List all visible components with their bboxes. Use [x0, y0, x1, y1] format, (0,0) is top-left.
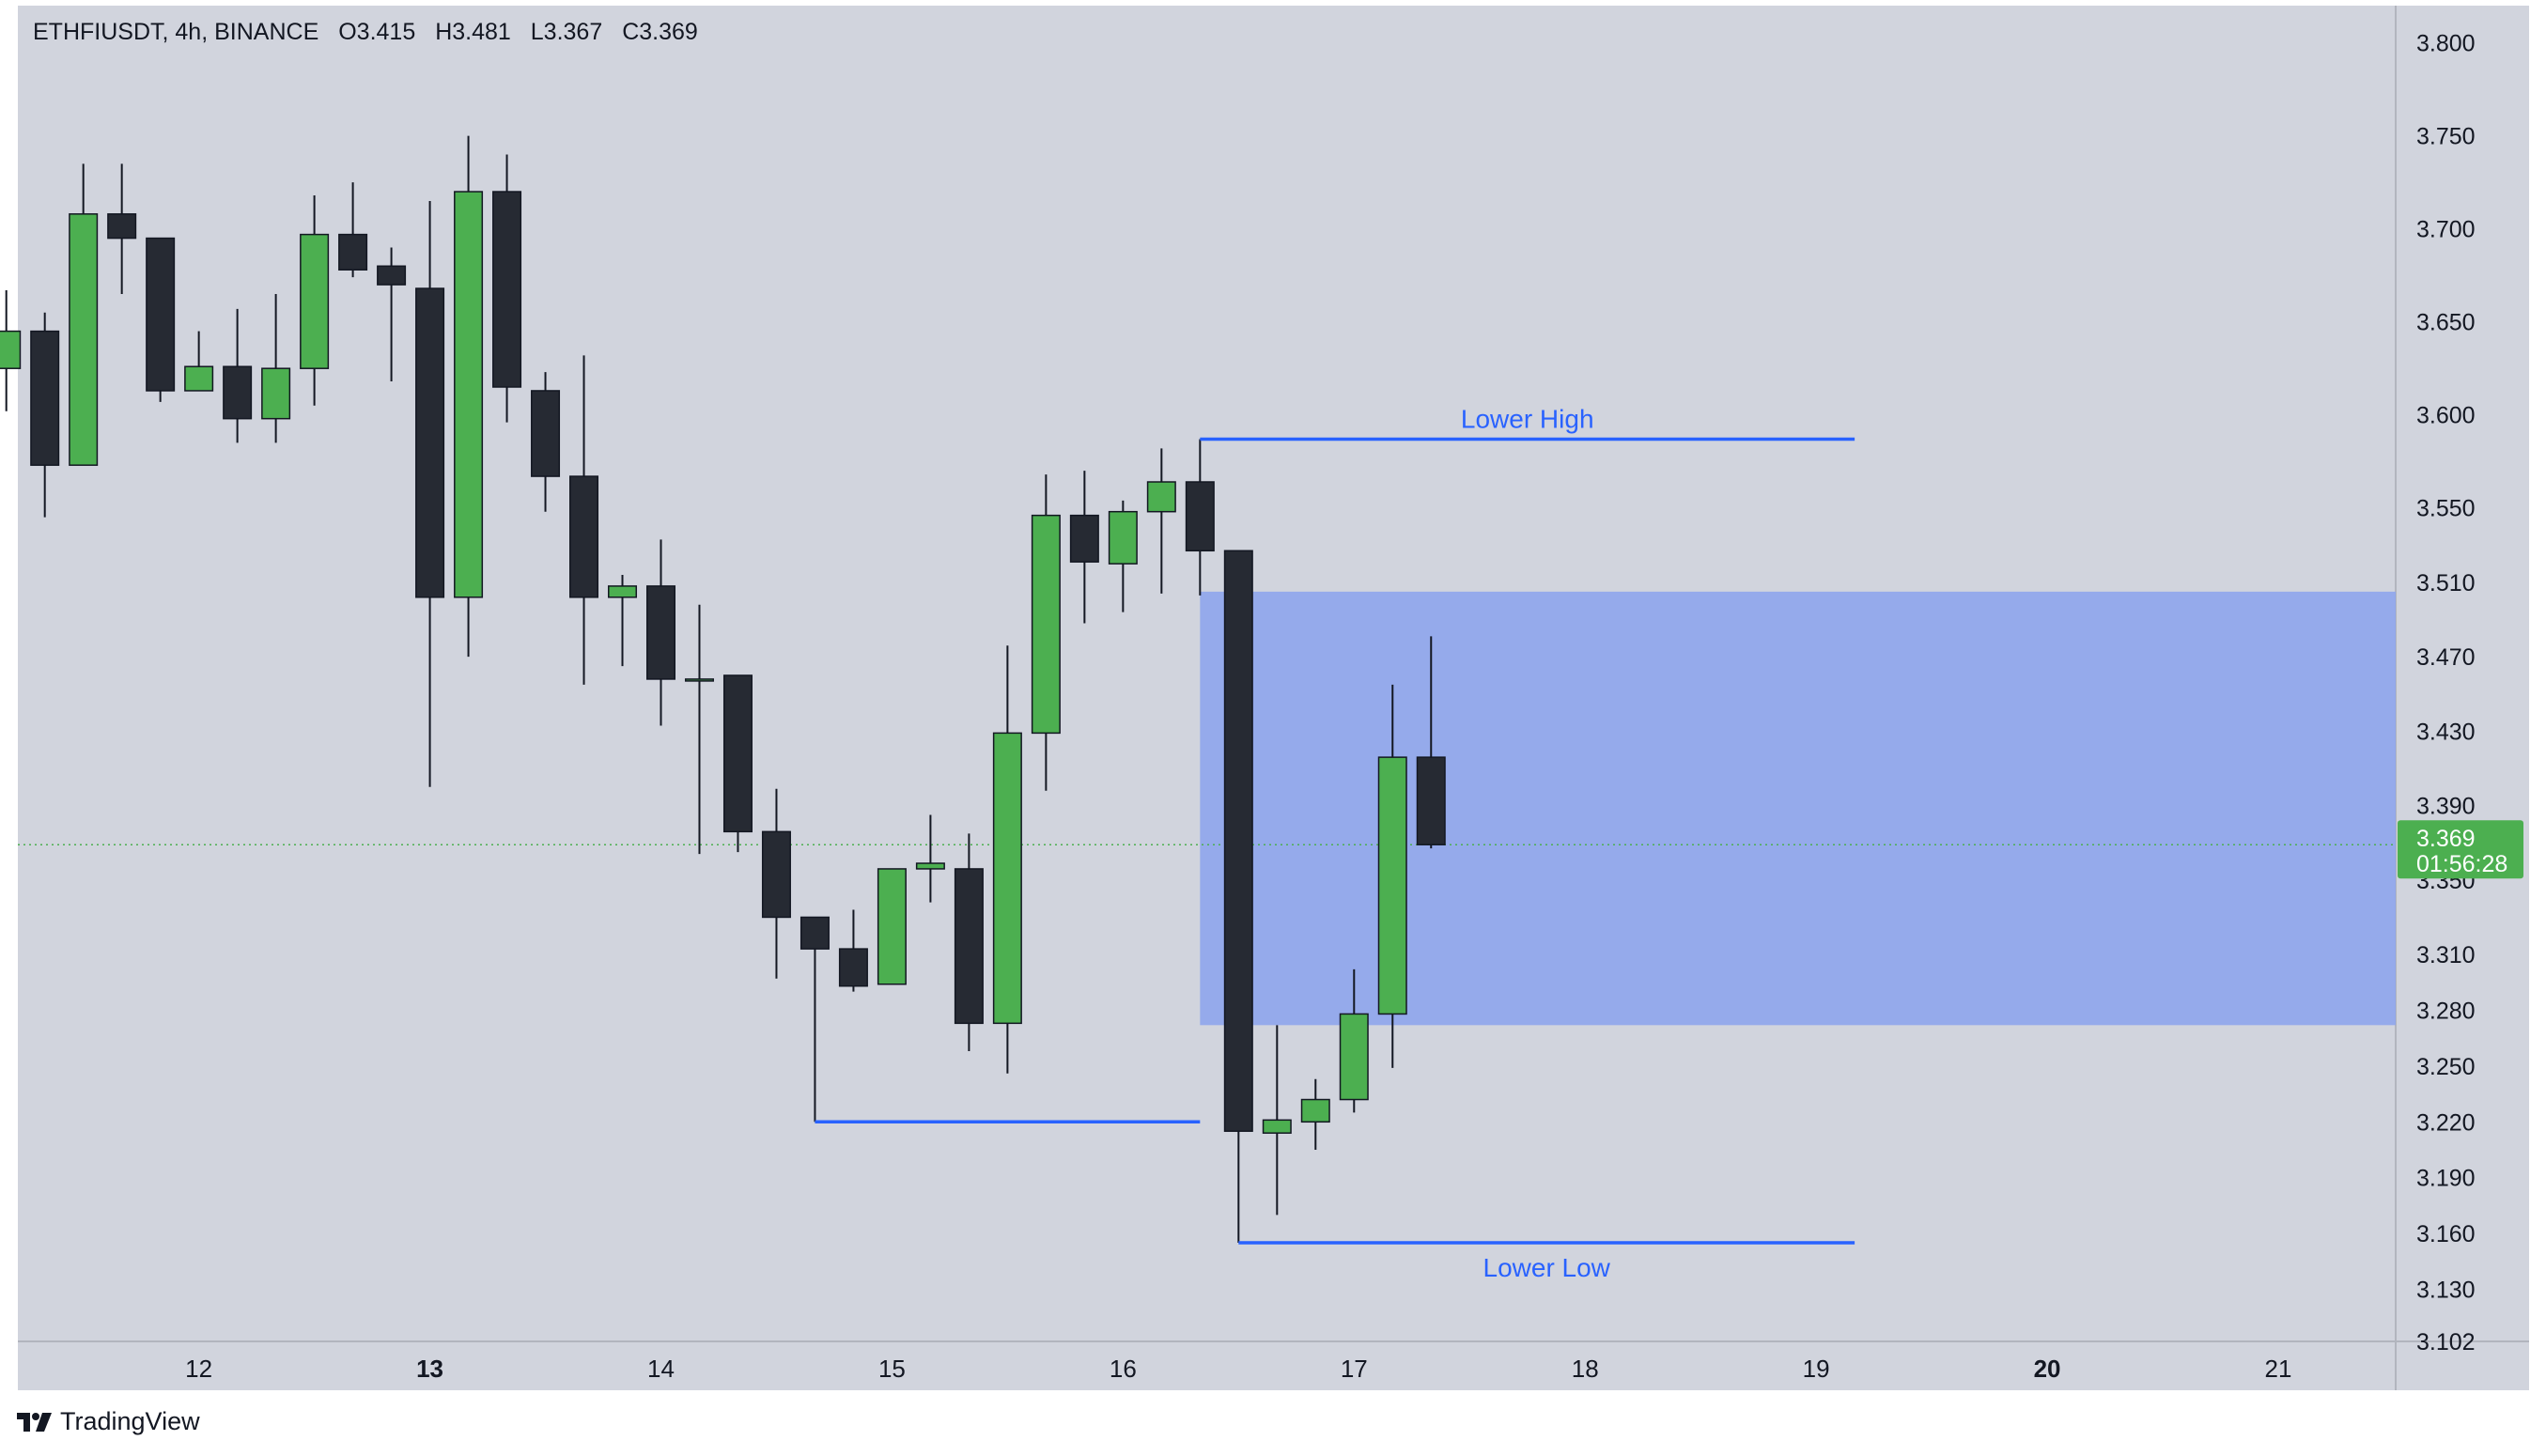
brand-name: TradingView [60, 1407, 200, 1435]
candle-body[interactable] [531, 390, 561, 477]
candle-body[interactable] [1223, 550, 1253, 1132]
candle-body[interactable] [223, 365, 253, 420]
price-tick-label: 3.510 [2416, 570, 2476, 596]
candle-body[interactable] [146, 237, 176, 392]
exchange: BINANCE [214, 19, 319, 45]
price-tick-label: 3.700 [2416, 217, 2476, 243]
price-tick-label: 3.390 [2416, 794, 2476, 820]
candle-body[interactable] [645, 585, 676, 680]
candle-body[interactable] [415, 287, 445, 598]
candle-body[interactable] [992, 732, 1022, 1025]
candle-body[interactable] [1069, 514, 1099, 563]
candle-body[interactable] [800, 916, 830, 950]
lower-low-label: Lower Low [1483, 1253, 1611, 1282]
candle-body[interactable] [261, 367, 291, 420]
candle-body[interactable] [838, 948, 868, 987]
candle-body[interactable] [1262, 1119, 1292, 1134]
candle-body[interactable] [1377, 756, 1407, 1015]
lower-high-label: Lower High [1461, 404, 1594, 433]
candle-body[interactable] [1416, 756, 1446, 845]
symbol-legend: ETHFIUSDT, 4h, BINANCE O3.415 H3.481 L3.… [33, 19, 698, 45]
price-tick-label: 3.650 [2416, 310, 2476, 336]
price-tick-label: 3.430 [2416, 719, 2476, 745]
time-tick-label: 12 [185, 1355, 212, 1383]
candle-body[interactable] [184, 365, 214, 392]
candle-body[interactable] [300, 233, 330, 369]
price-tick-label: 3.220 [2416, 1109, 2476, 1136]
candle-body[interactable] [30, 330, 60, 466]
price-tick-label: 3.190 [2416, 1166, 2476, 1192]
candle-body[interactable] [915, 862, 945, 870]
ohlc-low: L3.367 [530, 19, 603, 45]
time-tick-label: 19 [1803, 1355, 1830, 1383]
price-tick-label: 3.102 [2416, 1329, 2476, 1355]
candle-body[interactable] [684, 678, 714, 682]
candle-body[interactable] [954, 868, 984, 1025]
price-tag-value: 3.369 [2416, 826, 2476, 852]
candle-body[interactable] [1185, 481, 1215, 552]
price-tick-label: 3.160 [2416, 1221, 2476, 1247]
tradingview-brand[interactable]: TradingView [17, 1407, 200, 1436]
candle-body[interactable] [1300, 1098, 1330, 1123]
candle-body[interactable] [569, 475, 599, 598]
ohlc-close: C3.369 [622, 19, 698, 45]
candle-body[interactable] [492, 191, 522, 388]
candle-body[interactable] [338, 233, 368, 271]
candlestick-chart[interactable]: Lower High Lower Low 3.800 3.750 3.700 3.650 3… [0, 0, 2546, 1400]
ohlc-open: O3.415 [338, 19, 416, 45]
price-tick-label: 3.750 [2416, 124, 2476, 150]
candle-body[interactable] [877, 868, 907, 985]
symbol-name[interactable]: ETHFIUSDT [33, 19, 163, 45]
price-tick-label: 3.470 [2416, 644, 2476, 671]
time-tick-label: 15 [878, 1355, 906, 1383]
ohlc-high: H3.481 [435, 19, 511, 45]
candle-body[interactable] [1339, 1013, 1369, 1101]
candle-body[interactable] [377, 265, 407, 286]
price-tag [2398, 820, 2523, 879]
price-tick-label: 3.800 [2416, 31, 2476, 57]
candle-body[interactable] [761, 830, 791, 919]
time-tick-label: 17 [1341, 1355, 1368, 1383]
time-tick-label: 18 [1572, 1355, 1599, 1383]
price-tick-label: 3.310 [2416, 942, 2476, 968]
price-tag-countdown: 01:56:28 [2416, 851, 2507, 877]
tradingview-logo-icon [17, 1412, 52, 1432]
chart-area[interactable]: Lower High Lower Low 3.800 3.750 3.700 3.650 3… [0, 0, 2546, 1400]
interval[interactable]: 4h [175, 19, 202, 45]
candle-body[interactable] [1108, 510, 1138, 565]
candle-body[interactable] [1146, 481, 1176, 513]
price-tick-label: 3.600 [2416, 403, 2476, 429]
time-tick-label: 20 [2034, 1355, 2061, 1383]
time-tick-label: 21 [2265, 1355, 2292, 1383]
price-tick-label: 3.550 [2416, 496, 2476, 522]
candle-body[interactable] [1031, 514, 1061, 735]
price-tick-label: 3.250 [2416, 1054, 2476, 1080]
time-tick-label: 13 [416, 1355, 443, 1383]
candle-body[interactable] [454, 191, 484, 598]
price-tick-label: 3.130 [2416, 1278, 2476, 1304]
candle-body[interactable] [722, 674, 753, 833]
time-tick-label: 14 [647, 1355, 675, 1383]
candle-body[interactable] [608, 585, 638, 598]
time-tick-label: 16 [1110, 1355, 1137, 1383]
candle-body[interactable] [107, 213, 137, 240]
candle-body[interactable] [0, 330, 22, 369]
candle-body[interactable] [69, 213, 99, 466]
price-tick-label: 3.280 [2416, 998, 2476, 1024]
